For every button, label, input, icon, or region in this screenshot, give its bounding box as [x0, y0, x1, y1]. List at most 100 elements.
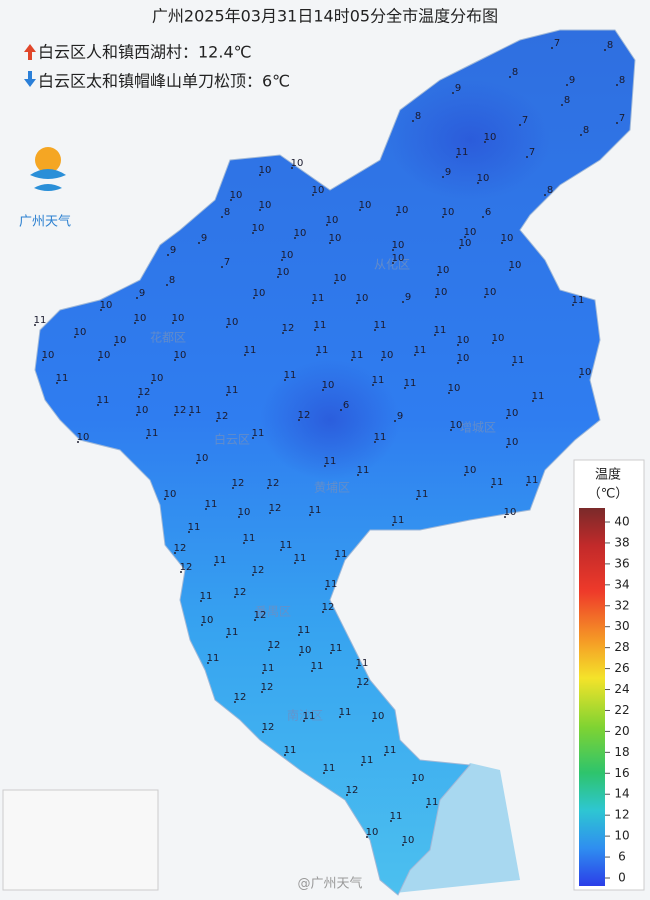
station-dot [434, 334, 436, 336]
station-dot [205, 508, 207, 510]
station-dot [392, 262, 394, 264]
legend-tick-label: 34 [614, 577, 629, 591]
station-dot [492, 342, 494, 344]
district-label: 增城区 [460, 421, 496, 435]
legend-unit: （℃） [588, 487, 629, 502]
station-dot [243, 542, 245, 544]
station-value: 12 [322, 602, 335, 613]
station-value: 7 [619, 113, 625, 124]
station-dot [519, 124, 521, 126]
station-value: 10 [366, 827, 379, 838]
station-value: 12 [234, 692, 247, 703]
station-value: 11 [316, 345, 329, 356]
station-dot [414, 354, 416, 356]
station-dot [501, 242, 503, 244]
station-dot [252, 232, 254, 234]
station-dot [402, 301, 404, 303]
station-dot [136, 414, 138, 416]
station-dot [346, 794, 348, 796]
station-value: 7 [529, 147, 535, 158]
station-dot [324, 465, 326, 467]
station-value: 10 [356, 293, 369, 304]
station-value: 11 [303, 711, 316, 722]
title: 广州2025年03月31日14时05分全市温度分布图 [152, 7, 498, 26]
station-dot [506, 446, 508, 448]
station-value: 11 [414, 345, 427, 356]
station-value: 10 [412, 773, 425, 784]
map-key [2, 789, 159, 891]
station-dot [261, 691, 263, 693]
station-dot [464, 236, 466, 238]
station-value: 10 [372, 711, 385, 722]
station-dot [284, 379, 286, 381]
station-dot [477, 182, 479, 184]
station-dot [234, 596, 236, 598]
station-value: 11 [226, 385, 239, 396]
station-dot [544, 194, 546, 196]
station-dot [189, 414, 191, 416]
station-value: 12 [262, 722, 275, 733]
station-dot [334, 282, 336, 284]
station-value: 12 [282, 323, 295, 334]
station-value: 10 [100, 300, 113, 311]
station-value: 11 [309, 505, 322, 516]
station-dot [232, 487, 234, 489]
station-dot [450, 429, 452, 431]
station-dot [372, 720, 374, 722]
station-value: 10 [136, 405, 149, 416]
station-dot [322, 611, 324, 613]
logo: 广州天气 [19, 147, 71, 230]
station-dot [381, 359, 383, 361]
cold-zone [260, 360, 400, 480]
station-dot [196, 462, 198, 464]
station-dot [390, 820, 392, 822]
station-dot [361, 764, 363, 766]
station-value: 11 [339, 707, 352, 718]
station-value: 10 [579, 367, 592, 378]
station-dot [448, 392, 450, 394]
station-value: 8 [583, 125, 589, 136]
station-value: 11 [351, 350, 364, 361]
station-dot [294, 562, 296, 564]
station-value: 10 [151, 373, 164, 384]
station-value: 8 [415, 111, 421, 122]
station-dot [329, 242, 331, 244]
station-value: 12 [346, 785, 359, 796]
station-value: 11 [252, 428, 265, 439]
station-value: 8 [619, 75, 625, 86]
station-value: 11 [330, 643, 343, 654]
station-value: 11 [335, 549, 348, 560]
station-value: 8 [607, 40, 613, 51]
station-dot [509, 76, 511, 78]
legend-tick-label: 12 [614, 808, 629, 822]
legend-tick-label: 32 [614, 598, 629, 612]
station-value: 11 [244, 345, 257, 356]
station-dot [188, 531, 190, 533]
station-value: 10 [396, 205, 409, 216]
station-value: 11 [434, 325, 447, 336]
station-value: 6 [343, 400, 349, 411]
station-dot [482, 216, 484, 218]
station-dot [457, 362, 459, 364]
station-dot [56, 382, 58, 384]
station-dot [572, 304, 574, 306]
station-value: 10 [253, 288, 266, 299]
station-dot [259, 174, 261, 176]
station-dot [356, 302, 358, 304]
station-dot [457, 344, 459, 346]
station-value: 10 [334, 273, 347, 284]
station-value: 10 [359, 200, 372, 211]
station-dot [374, 329, 376, 331]
station-dot [151, 382, 153, 384]
station-dot [167, 254, 169, 256]
station-dot [452, 92, 454, 94]
station-value: 11 [214, 555, 227, 566]
station-value: 11 [311, 661, 324, 672]
station-value: 12 [267, 478, 280, 489]
station-dot [238, 516, 240, 518]
station-value: 10 [484, 287, 497, 298]
station-value: 12 [232, 478, 245, 489]
station-value: 11 [284, 745, 297, 756]
station-dot [259, 209, 261, 211]
